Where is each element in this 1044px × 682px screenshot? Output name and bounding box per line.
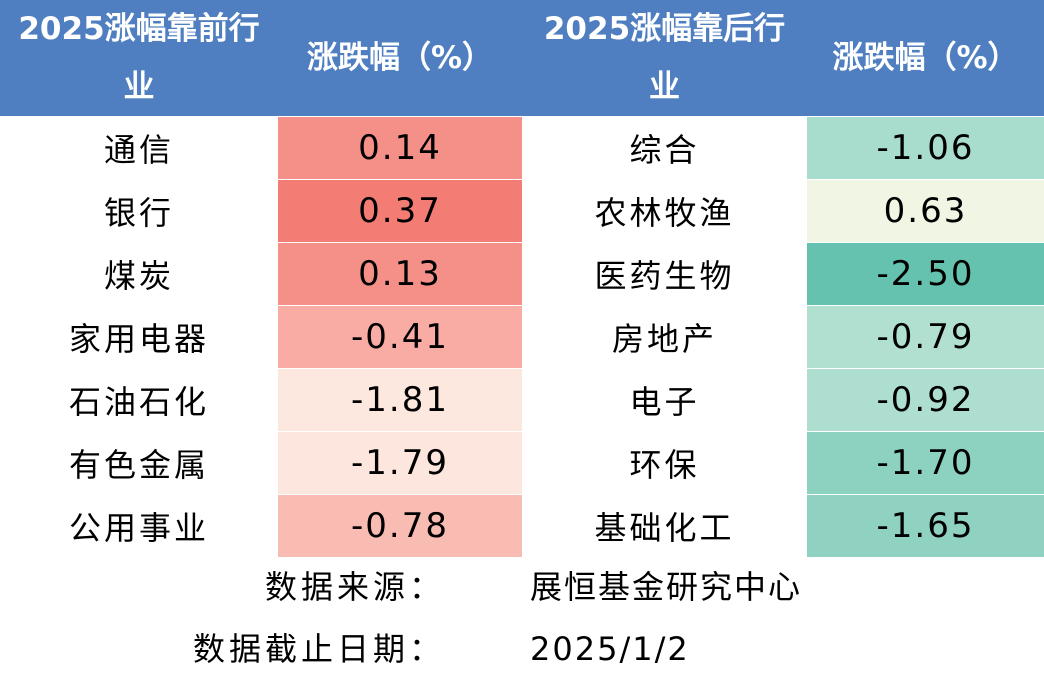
top-industry-change: -1.79: [278, 431, 522, 495]
table-row: 有色金属 -1.79 环保 -1.70: [0, 431, 1044, 495]
table-row: 银行 0.37 农林牧渔 0.63: [0, 179, 1044, 243]
top-industry-change: -0.41: [278, 305, 522, 369]
table-footer: 数据来源： 展恒基金研究中心 数据截止日期： 2025/1/2: [0, 552, 1044, 682]
bottom-industry-change: -2.50: [807, 242, 1044, 306]
header-top-change: 涨跌幅（%）: [278, 0, 522, 117]
bottom-industry-name: 房地产: [522, 305, 807, 369]
table-row: 公用事业 -0.78 基础化工 -1.65: [0, 494, 1044, 557]
top-industry-name: 石油石化: [0, 368, 278, 432]
table-row: 煤炭 0.13 医药生物 -2.50: [0, 242, 1044, 306]
header-top-industry: 2025涨幅靠前行业: [0, 0, 278, 117]
header-row: 2025涨幅靠前行业 涨跌幅（%） 2025涨幅靠后行业 涨跌幅（%）: [0, 0, 1044, 117]
data-cutoff-row: 数据截止日期： 2025/1/2: [0, 620, 1044, 678]
top-industry-change: -0.78: [278, 494, 522, 557]
top-industry-name: 银行: [0, 179, 278, 243]
industry-performance-table: 2025涨幅靠前行业 涨跌幅（%） 2025涨幅靠后行业 涨跌幅（%） 通信 0…: [0, 0, 1044, 557]
data-source-row: 数据来源： 展恒基金研究中心: [0, 558, 1044, 616]
bottom-industry-name: 环保: [522, 431, 807, 495]
bottom-industry-name: 电子: [522, 368, 807, 432]
header-bottom-change: 涨跌幅（%）: [807, 0, 1044, 117]
bottom-industry-name: 综合: [522, 116, 807, 180]
data-cutoff-label: 数据截止日期：: [192, 630, 445, 668]
bottom-industry-change: -1.06: [807, 116, 1044, 180]
header-bottom-industry: 2025涨幅靠后行业: [522, 0, 807, 117]
bottom-industry-change: -1.65: [807, 494, 1044, 557]
bottom-industry-change: -0.79: [807, 305, 1044, 369]
data-cutoff-value: 2025/1/2: [530, 630, 690, 668]
top-industry-name: 公用事业: [0, 494, 278, 557]
top-industry-change: -1.81: [278, 368, 522, 432]
bottom-industry-change: -1.70: [807, 431, 1044, 495]
data-source-label: 数据来源：: [264, 568, 445, 606]
table-body: 通信 0.14 综合 -1.06 银行 0.37 农林牧渔 0.63 煤炭 0.…: [0, 116, 1044, 557]
header-bottom-industry-text: 2025涨幅靠后行业: [543, 11, 786, 105]
bottom-industry-change: -0.92: [807, 368, 1044, 432]
table-row: 石油石化 -1.81 电子 -0.92: [0, 368, 1044, 432]
bottom-industry-change: 0.63: [807, 179, 1044, 243]
top-industry-name: 家用电器: [0, 305, 278, 369]
table-row: 家用电器 -0.41 房地产 -0.79: [0, 305, 1044, 369]
table-row: 通信 0.14 综合 -1.06: [0, 116, 1044, 180]
top-industry-name: 有色金属: [0, 431, 278, 495]
bottom-industry-name: 基础化工: [522, 494, 807, 557]
bottom-industry-name: 医药生物: [522, 242, 807, 306]
top-industry-change: 0.13: [278, 242, 522, 306]
top-industry-change: 0.37: [278, 179, 522, 243]
bottom-industry-name: 农林牧渔: [522, 179, 807, 243]
top-industry-name: 通信: [0, 116, 278, 180]
top-industry-change: 0.14: [278, 116, 522, 180]
header-top-industry-text: 2025涨幅靠前行业: [18, 11, 260, 105]
data-source-value: 展恒基金研究中心: [530, 568, 803, 606]
top-industry-name: 煤炭: [0, 242, 278, 306]
